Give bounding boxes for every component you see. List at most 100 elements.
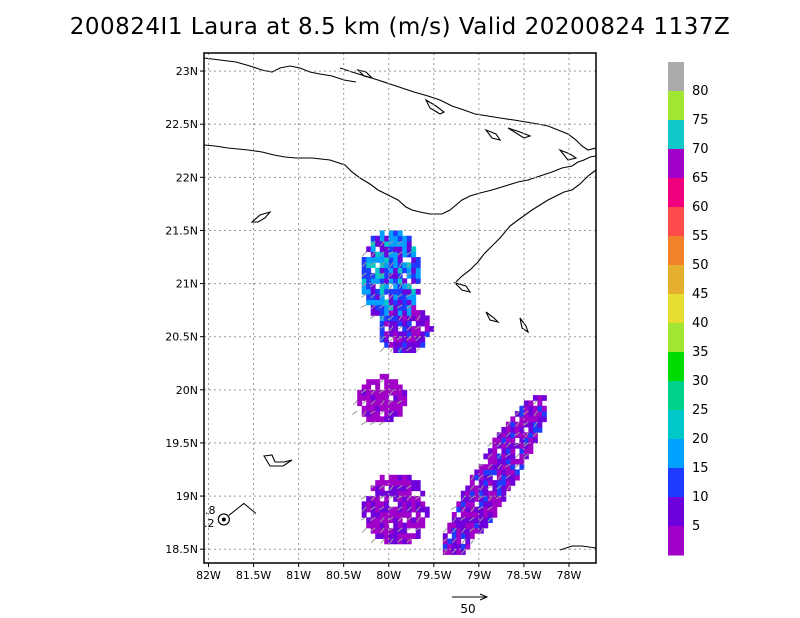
wind-cell — [447, 527, 453, 534]
wind-cell — [505, 480, 511, 486]
wind-vector — [523, 421, 529, 426]
wind-vector — [360, 283, 367, 288]
wind-cell — [460, 490, 466, 497]
wind-cell — [388, 331, 394, 338]
wind-cell — [424, 315, 430, 322]
wind-cell — [402, 400, 408, 407]
wind-cell — [483, 480, 489, 486]
wind-cell — [393, 527, 399, 534]
wind-vector — [406, 336, 412, 341]
wind-vector — [443, 548, 448, 555]
wind-cell — [393, 411, 399, 417]
wind-vector — [360, 421, 367, 426]
wind-cell — [465, 527, 471, 534]
wind-cell — [478, 469, 484, 476]
wind-cell — [519, 405, 525, 412]
wind-cell — [379, 288, 385, 295]
wind-vector — [487, 463, 493, 469]
wind-cell — [528, 427, 534, 433]
wind-vector — [396, 293, 403, 298]
wind-cell — [402, 235, 408, 242]
wind-cell — [402, 395, 408, 401]
wind-cell — [411, 310, 417, 316]
wind-cell — [523, 400, 529, 407]
wind-vector — [396, 336, 403, 341]
wind-vector — [360, 293, 367, 298]
wind-cell — [483, 512, 489, 518]
wind-cell — [474, 474, 480, 481]
wind-cell — [456, 506, 462, 513]
wind-cell — [537, 395, 543, 401]
wind-cell — [487, 464, 493, 470]
wind-cell — [393, 336, 399, 343]
wind-cell — [510, 469, 516, 476]
wind-cell — [379, 246, 385, 253]
wind-cell — [492, 496, 498, 502]
wind-cell — [357, 389, 363, 396]
latitude-labels: 23N 22.5N 22N 21.5N 21N 20.5N 20N 19.5N 19N 18.5N — [165, 65, 204, 556]
wind-cell — [379, 405, 385, 412]
wind-vector — [406, 251, 412, 256]
wind-cell — [397, 501, 403, 508]
wind-vector — [389, 389, 394, 396]
wind-cell — [420, 517, 426, 524]
wind-cell — [357, 395, 363, 401]
wind-vector — [414, 495, 421, 500]
wind-cell — [397, 336, 403, 343]
wind-vector — [478, 516, 484, 523]
wind-cell — [402, 501, 408, 508]
wind-cell — [397, 235, 403, 242]
wind-cell — [420, 320, 426, 327]
wind-cell — [388, 320, 394, 327]
wind-cell — [465, 506, 471, 513]
wind-cell — [483, 517, 489, 524]
wind-cell — [478, 490, 484, 497]
wind-cell — [388, 400, 394, 407]
wind-cell — [483, 490, 489, 497]
wind-vector — [379, 261, 385, 267]
wind-cell — [397, 241, 403, 247]
wind-cell — [469, 496, 475, 502]
wind-cell — [397, 246, 403, 253]
colorbar-label: 45 — [692, 287, 709, 302]
wind-cell — [384, 251, 390, 258]
wind-cell — [487, 501, 493, 508]
lat-tick-label: 22N — [176, 171, 198, 184]
wind-vector — [451, 548, 457, 554]
wind-cell — [487, 517, 493, 524]
wind-cell — [384, 389, 390, 396]
wind-cell — [370, 379, 376, 385]
wind-cell — [528, 442, 534, 449]
wind-cell — [375, 411, 381, 417]
wind-cell — [370, 416, 376, 423]
wind-cell — [492, 458, 498, 465]
wind-cell — [492, 442, 498, 449]
wind-vector — [388, 315, 394, 321]
wind-cell — [415, 480, 421, 486]
wind-cell — [505, 427, 511, 433]
wind-cell — [406, 235, 412, 242]
wind-cell — [375, 522, 381, 529]
wind-cell — [388, 379, 394, 385]
wind-cell — [474, 485, 480, 492]
wind-cell — [492, 437, 498, 444]
wind-cell — [415, 331, 421, 338]
wind-cell — [393, 400, 399, 407]
wind-cell — [384, 331, 390, 338]
wind-cell — [393, 304, 399, 311]
wind-vector — [370, 304, 376, 310]
wind-vector — [389, 347, 394, 353]
wind-cell — [361, 512, 367, 518]
wind-cell — [379, 294, 385, 300]
wind-cell — [375, 506, 381, 513]
wind-cell — [366, 384, 372, 391]
wind-cell — [384, 241, 390, 247]
wind-vector — [398, 262, 403, 268]
cays-2 — [484, 128, 502, 141]
wind-cell — [415, 326, 421, 332]
wind-cell — [375, 416, 381, 423]
wind-cell — [397, 411, 403, 417]
wind-cell — [406, 485, 412, 492]
wind-vector — [414, 325, 421, 330]
wind-cell — [375, 241, 381, 247]
